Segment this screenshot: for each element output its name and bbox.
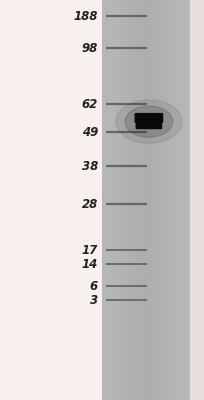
Text: 98: 98 bbox=[82, 42, 98, 54]
Text: 28: 28 bbox=[82, 198, 98, 210]
Bar bbox=[190, 0, 204, 400]
Text: 6: 6 bbox=[90, 280, 98, 292]
Text: 17: 17 bbox=[82, 244, 98, 256]
FancyBboxPatch shape bbox=[136, 122, 162, 128]
Ellipse shape bbox=[116, 100, 182, 143]
Text: 188: 188 bbox=[74, 10, 98, 22]
Text: 3: 3 bbox=[90, 294, 98, 306]
Ellipse shape bbox=[125, 106, 173, 137]
Text: 38: 38 bbox=[82, 160, 98, 172]
FancyBboxPatch shape bbox=[135, 114, 163, 122]
Text: 49: 49 bbox=[82, 126, 98, 138]
Text: 62: 62 bbox=[82, 98, 98, 110]
Text: 14: 14 bbox=[82, 258, 98, 270]
Bar bbox=[0, 0, 102, 400]
